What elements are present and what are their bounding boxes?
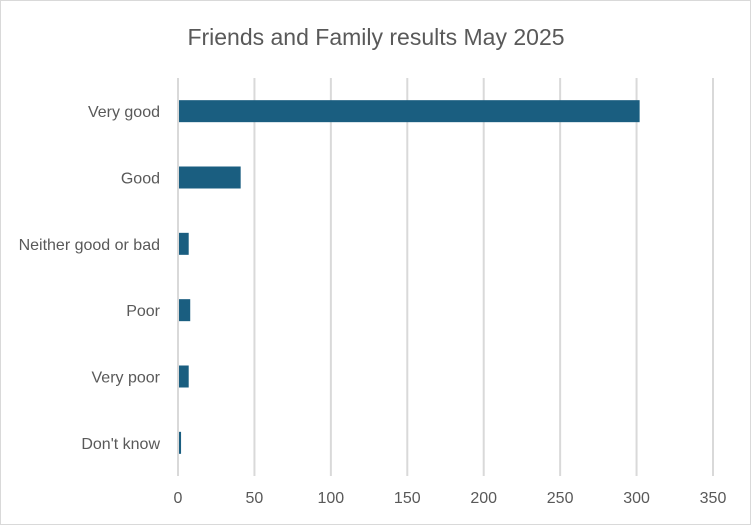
category-label: Don't know (81, 436, 160, 453)
x-tick-label: 100 (318, 490, 345, 507)
category-label: Good (121, 171, 160, 188)
bar (179, 431, 182, 454)
bar (179, 299, 191, 322)
bar (179, 232, 189, 255)
category-label: Neither good or bad (19, 237, 160, 254)
bar (179, 100, 640, 123)
gridlines (177, 78, 714, 476)
category-label: Very poor (92, 370, 161, 387)
x-tick-label: 150 (394, 490, 421, 507)
category-label: Very good (88, 104, 160, 121)
x-tick-labels: 0 50 100 150 200 250 300 350 (174, 490, 727, 507)
bar (179, 166, 241, 189)
category-label: Poor (126, 303, 160, 320)
x-tick-label: 50 (246, 490, 264, 507)
chart-title: Friends and Family results May 2025 (187, 24, 564, 50)
category-labels: Very good Good Neither good or bad Poor Very… (19, 104, 161, 453)
bars (179, 100, 640, 454)
x-tick-label: 250 (547, 490, 574, 507)
x-tick-label: 0 (174, 490, 183, 507)
x-tick-label: 350 (700, 490, 727, 507)
x-tick-label: 300 (623, 490, 650, 507)
bar (179, 365, 189, 388)
x-tick-label: 200 (470, 490, 497, 507)
